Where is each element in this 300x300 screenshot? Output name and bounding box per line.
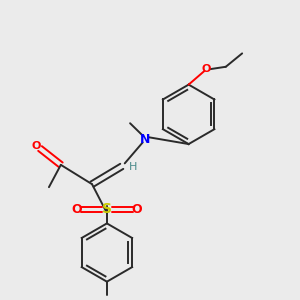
Text: O: O	[72, 203, 83, 216]
Text: N: N	[140, 133, 151, 146]
Text: S: S	[102, 202, 112, 216]
Text: O: O	[32, 141, 41, 151]
Text: O: O	[202, 64, 211, 74]
Text: H: H	[129, 162, 137, 172]
Text: O: O	[131, 203, 142, 216]
